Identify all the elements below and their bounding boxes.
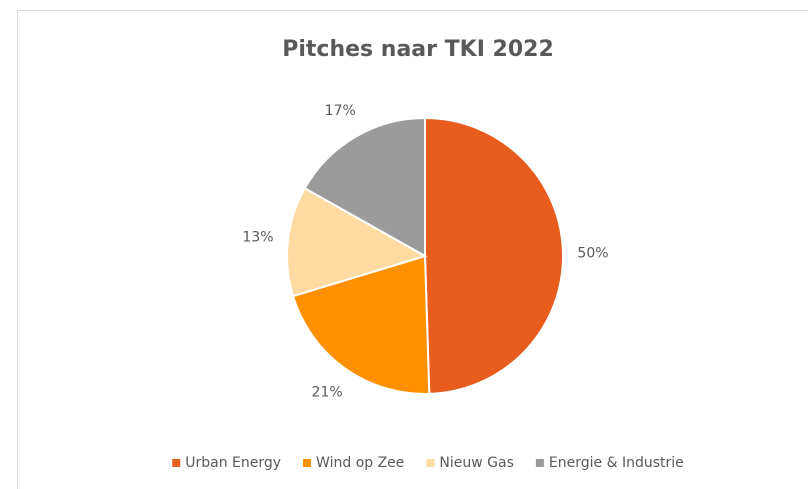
legend-swatch (303, 459, 312, 467)
data-label: 21% (312, 385, 343, 401)
legend-swatch (172, 459, 181, 467)
chart-title: Pitches naar TKI 2022 (282, 37, 554, 62)
pie-slice (291, 254, 431, 395)
legend-label: Wind op Zee (316, 455, 404, 471)
data-label: 50% (577, 245, 608, 261)
pie-slice (286, 186, 428, 298)
legend-label: Nieuw Gas (439, 455, 513, 471)
legend: Urban Energy Wind op Zee Nieuw Gas Energie … (172, 455, 684, 471)
legend-label: Energie & Industrie (549, 455, 684, 471)
pie-slice (303, 116, 426, 258)
data-label: 13% (242, 230, 273, 246)
legend-swatch (535, 459, 544, 467)
pie-slice (424, 116, 564, 395)
data-label: 17% (325, 103, 356, 119)
legend-swatch (426, 459, 435, 467)
legend-label: Urban Energy (185, 455, 281, 471)
